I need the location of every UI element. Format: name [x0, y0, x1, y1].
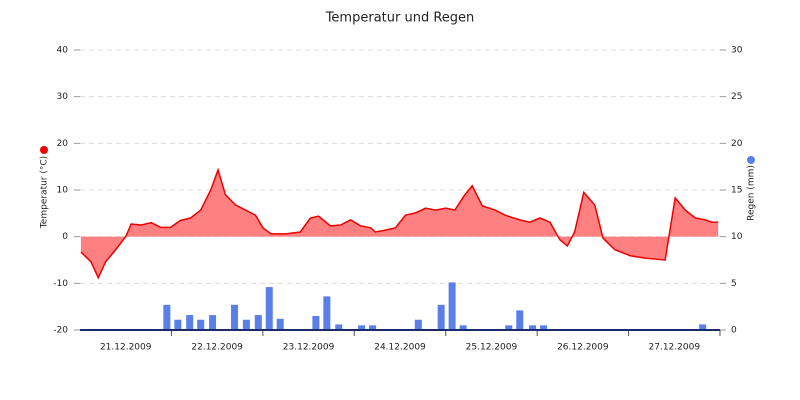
rain-bar: [254, 315, 262, 330]
rain-bar: [459, 325, 467, 330]
rain-bar: [312, 316, 320, 330]
legend-dot: [747, 156, 755, 164]
y-tick-label: 30: [57, 92, 69, 102]
y2-axis-label: Regen (mm): [747, 165, 757, 221]
rain-bar: [699, 324, 707, 330]
y-tick-label: 40: [57, 46, 69, 56]
rain-bar: [369, 325, 377, 330]
rain-bar: [209, 315, 217, 330]
rain-bar: [437, 304, 445, 330]
rain-bar: [197, 319, 205, 330]
rain-bar: [529, 325, 537, 330]
rain-bar: [174, 319, 182, 330]
x-tick-label: 22.12.2009: [191, 343, 243, 353]
x-tick-label: 23.12.2009: [283, 343, 335, 353]
rain-bar: [186, 315, 194, 330]
rain-bar: [163, 304, 171, 330]
x-tick-label: 27.12.2009: [649, 343, 701, 353]
rain-bar: [276, 318, 284, 330]
rain-bar: [540, 325, 548, 330]
legend-dot: [40, 146, 48, 154]
y2-tick-label: 5: [731, 279, 737, 289]
rain-bar: [231, 304, 239, 330]
y-tick-label: 0: [62, 232, 68, 242]
y-axis-label: Temperatur (°C): [40, 156, 50, 229]
rain-bar: [448, 282, 456, 330]
y2-tick-label: 25: [731, 92, 742, 102]
y2-tick-label: 15: [731, 186, 742, 196]
y-tick-label: -20: [53, 326, 68, 336]
rain-bar: [505, 325, 513, 330]
x-tick-label: 26.12.2009: [557, 343, 609, 353]
chart-title: Temperatur und Regen: [325, 11, 475, 26]
rain-bar: [516, 310, 524, 330]
rain-bar: [265, 287, 273, 330]
rain-bar: [414, 319, 422, 330]
rain-bar: [335, 324, 343, 330]
y2-tick-label: 20: [731, 139, 743, 149]
y2-tick-label: 30: [731, 46, 743, 56]
y-tick-label: 20: [57, 139, 69, 149]
y2-tick-label: 0: [731, 326, 737, 336]
rain-bar: [323, 296, 331, 330]
temperature-line: [80, 167, 719, 280]
x-tick-label: 21.12.2009: [100, 343, 152, 353]
rain-bar: [242, 319, 250, 330]
rain-bar: [358, 325, 366, 330]
x-tick-label: 25.12.2009: [466, 343, 518, 353]
y-tick-label: -10: [53, 279, 68, 289]
y2-tick-label: 10: [731, 232, 743, 242]
x-tick-label: 24.12.2009: [374, 343, 426, 353]
y-tick-label: 10: [57, 186, 69, 196]
